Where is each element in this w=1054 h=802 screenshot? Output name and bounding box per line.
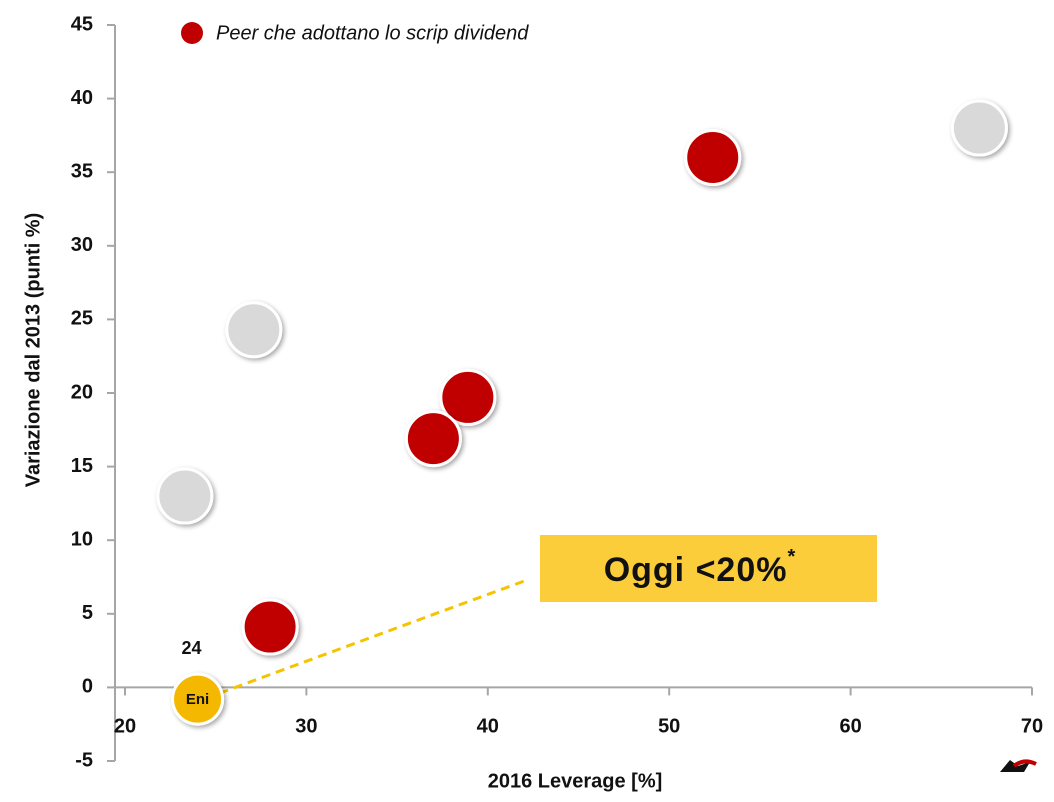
y-tick-label: 15 — [71, 455, 93, 477]
y-tick-label: -5 — [75, 749, 93, 771]
point — [439, 368, 497, 426]
y-tick-label: 5 — [82, 602, 93, 624]
y-tick-label: 40 — [71, 87, 93, 109]
point-name: Eni — [186, 691, 209, 708]
x-tick-label: 40 — [477, 716, 499, 738]
y-tick-label: 0 — [82, 676, 93, 698]
y-tick-label: 45 — [71, 13, 93, 35]
logo — [1000, 759, 1037, 772]
legend-label: Peer che adottano lo scrip dividend — [216, 22, 529, 44]
y-tick-label: 20 — [71, 381, 93, 403]
annotation-leader — [219, 578, 528, 695]
point — [241, 598, 299, 656]
point — [225, 301, 283, 359]
point — [156, 467, 214, 525]
point — [684, 128, 742, 186]
x-tick-label: 50 — [658, 716, 680, 738]
legend-marker — [181, 22, 203, 44]
annotation-note: * — [787, 546, 796, 568]
point — [950, 99, 1008, 157]
x-axis-label: 2016 Leverage [%] — [488, 770, 663, 792]
data-label: 24 — [182, 638, 202, 658]
y-tick-label: 10 — [71, 528, 93, 550]
x-tick-label: 60 — [839, 716, 861, 738]
point — [171, 672, 225, 726]
annotation-box — [540, 535, 877, 602]
x-tick-label: 30 — [295, 716, 317, 738]
y-axis-label: Variazione dal 2013 (punti %) — [22, 213, 44, 488]
point — [404, 410, 462, 468]
x-tick-label: 70 — [1021, 716, 1043, 738]
y-tick-label: 35 — [71, 160, 93, 182]
annotation-main: Oggi <20% — [604, 551, 788, 589]
annotation-text: Oggi <20%* — [604, 546, 797, 589]
x-tick-label: 20 — [114, 716, 136, 738]
y-tick-label: 25 — [71, 308, 93, 330]
y-tick-label: 30 — [71, 234, 93, 256]
